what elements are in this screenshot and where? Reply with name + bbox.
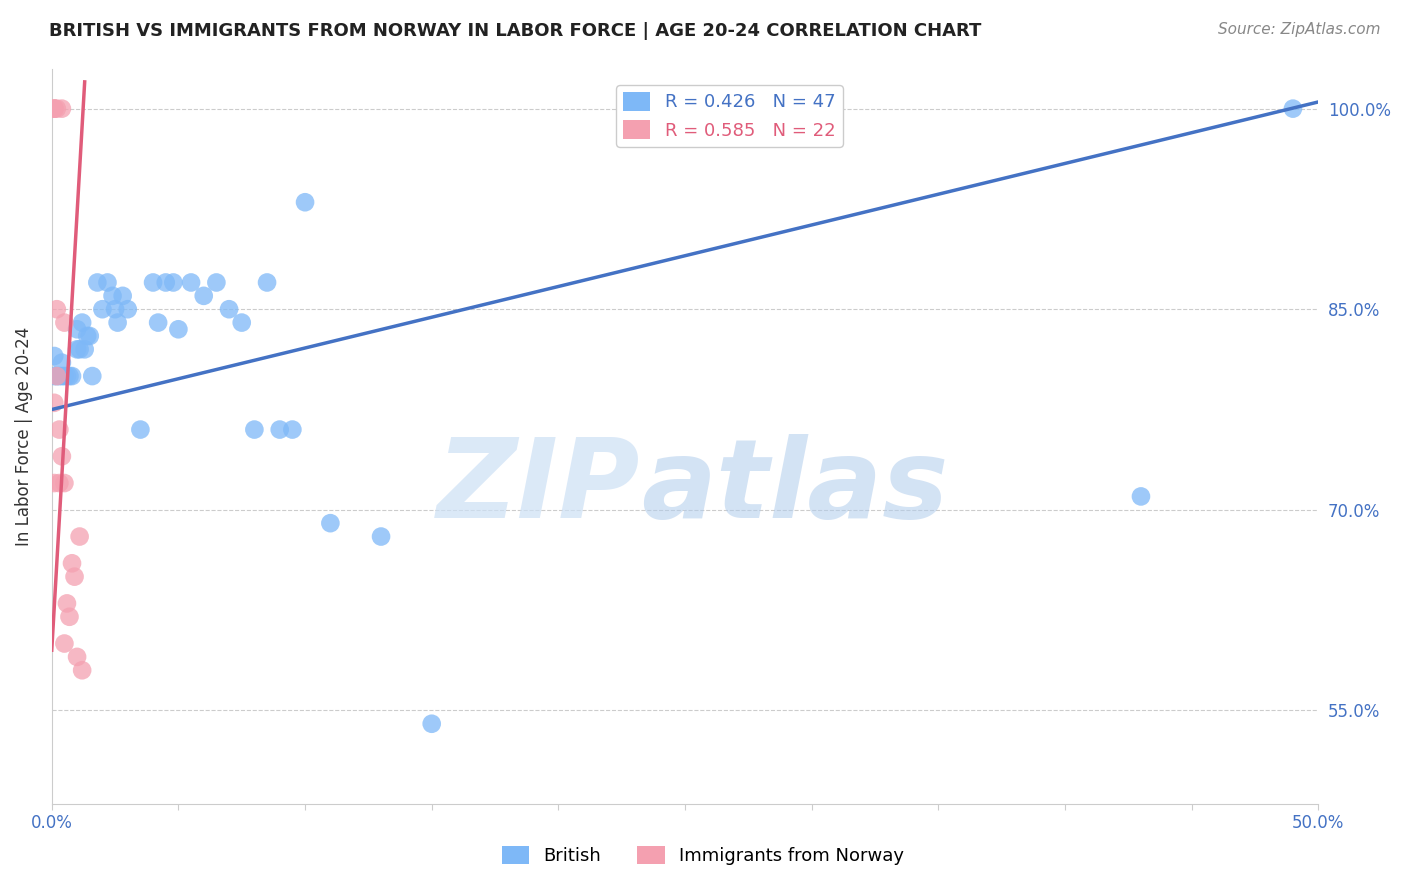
Point — [48, 423, 70, 437]
Point — [146, 316, 169, 330]
Point — [162, 276, 184, 290]
Point — [44, 349, 66, 363]
Point — [60, 369, 83, 384]
Point — [269, 423, 291, 437]
Legend: British, Immigrants from Norway: British, Immigrants from Norway — [495, 838, 911, 872]
Point — [53, 316, 76, 330]
Point — [53, 636, 76, 650]
Legend: R = 0.426   N = 47, R = 0.585   N = 22: R = 0.426 N = 47, R = 0.585 N = 22 — [616, 85, 842, 147]
Y-axis label: In Labor Force | Age 20-24: In Labor Force | Age 20-24 — [15, 326, 32, 546]
Point — [193, 289, 215, 303]
Point — [256, 276, 278, 290]
Point — [111, 289, 134, 303]
Point — [56, 369, 79, 384]
Point — [86, 276, 108, 290]
Point — [56, 596, 79, 610]
Point — [66, 322, 89, 336]
Point — [44, 396, 66, 410]
Text: BRITISH VS IMMIGRANTS FROM NORWAY IN LABOR FORCE | AGE 20-24 CORRELATION CHART: BRITISH VS IMMIGRANTS FROM NORWAY IN LAB… — [49, 22, 981, 40]
Point — [420, 716, 443, 731]
Point — [45, 369, 67, 384]
Point — [53, 476, 76, 491]
Point — [51, 102, 73, 116]
Point — [44, 102, 66, 116]
Text: ZIP: ZIP — [437, 434, 641, 541]
Point — [51, 450, 73, 464]
Point — [1129, 490, 1152, 504]
Point — [294, 195, 316, 210]
Point — [70, 316, 93, 330]
Point — [45, 369, 67, 384]
Point — [69, 343, 91, 357]
Point — [48, 476, 70, 491]
Point — [66, 343, 89, 357]
Point — [58, 609, 80, 624]
Point — [101, 289, 124, 303]
Point — [107, 316, 129, 330]
Point — [44, 369, 66, 384]
Point — [91, 302, 114, 317]
Point — [63, 569, 86, 583]
Point — [45, 302, 67, 317]
Point — [48, 369, 70, 384]
Point — [205, 276, 228, 290]
Text: Source: ZipAtlas.com: Source: ZipAtlas.com — [1218, 22, 1381, 37]
Point — [96, 276, 118, 290]
Point — [129, 423, 152, 437]
Point — [73, 343, 96, 357]
Point — [117, 302, 139, 317]
Point — [142, 276, 165, 290]
Point — [76, 329, 98, 343]
Point — [243, 423, 266, 437]
Point — [218, 302, 240, 317]
Point — [53, 369, 76, 384]
Point — [44, 102, 66, 116]
Point — [155, 276, 177, 290]
Point — [82, 369, 104, 384]
Point — [60, 556, 83, 570]
Point — [44, 476, 66, 491]
Point — [51, 369, 73, 384]
Point — [66, 649, 89, 664]
Point — [44, 102, 66, 116]
Point — [281, 423, 304, 437]
Point — [70, 663, 93, 677]
Point — [51, 356, 73, 370]
Point — [58, 369, 80, 384]
Point — [180, 276, 202, 290]
Point — [69, 530, 91, 544]
Point — [1282, 102, 1305, 116]
Text: atlas: atlas — [641, 434, 948, 541]
Point — [370, 530, 392, 544]
Point — [104, 302, 127, 317]
Point — [167, 322, 190, 336]
Point — [45, 102, 67, 116]
Point — [231, 316, 253, 330]
Point — [79, 329, 101, 343]
Point — [319, 516, 342, 531]
